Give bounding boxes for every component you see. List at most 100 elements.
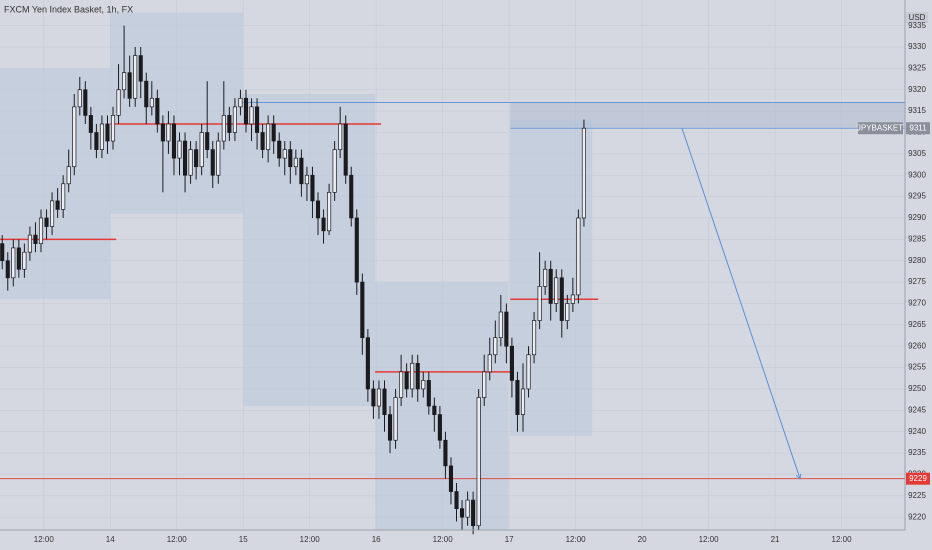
- y-tick-label: 9290: [908, 213, 926, 222]
- candle-body: [255, 106, 260, 133]
- candle-body: [149, 97, 154, 108]
- candle-body: [354, 217, 359, 283]
- candle-body: [38, 217, 44, 244]
- candle-body: [238, 97, 243, 108]
- candle-body: [0, 243, 5, 262]
- candle-body: [304, 174, 309, 185]
- last-price-tag: 9311: [909, 123, 927, 132]
- candle-body: [282, 149, 287, 159]
- candle-body: [520, 388, 526, 415]
- candle-body: [77, 89, 82, 108]
- candle-body: [33, 234, 38, 244]
- x-tick-label: 12:00: [34, 535, 55, 544]
- candle-body: [288, 149, 293, 168]
- candle-body: [432, 405, 437, 415]
- candle-body: [155, 97, 160, 125]
- symbol-tag: JPYBASKET: [857, 123, 903, 132]
- candle-body: [537, 286, 542, 321]
- candle-body: [321, 217, 326, 232]
- candle-body: [393, 397, 398, 441]
- y-tick-label: 9250: [908, 384, 926, 393]
- candle-body: [576, 217, 581, 296]
- y-tick-label: 9260: [908, 341, 926, 350]
- candle-body: [459, 508, 465, 518]
- candle-body: [249, 106, 254, 125]
- x-tick-label: 17: [505, 535, 514, 544]
- candle-body: [548, 268, 553, 304]
- candle-body: [5, 260, 10, 279]
- candle-body: [504, 311, 509, 347]
- profile-box: [110, 12, 244, 214]
- candle-body: [543, 268, 548, 287]
- arrow-line: [681, 128, 801, 479]
- candle-body: [50, 200, 55, 227]
- candle-body: [227, 115, 232, 133]
- candle-body: [22, 251, 27, 270]
- x-tick-label: 12:00: [167, 535, 188, 544]
- y-tick-label: 9320: [908, 85, 926, 94]
- y-tick-label: 9235: [908, 448, 926, 457]
- candle-body: [210, 149, 215, 176]
- y-tick-label: 9275: [908, 277, 926, 286]
- y-tick-label: 9270: [908, 299, 926, 308]
- x-tick-label: 12:00: [566, 535, 587, 544]
- candle-body: [66, 166, 71, 185]
- y-tick-label: 9300: [908, 170, 926, 179]
- candle-body: [426, 380, 431, 407]
- arrow-head: [795, 473, 802, 480]
- candle-body: [194, 149, 199, 168]
- candle-body: [415, 362, 420, 390]
- candle-body: [498, 311, 503, 339]
- y-tick-label: 9330: [908, 42, 926, 51]
- profile-box: [0, 68, 111, 300]
- x-tick-label: 14: [106, 535, 115, 544]
- y-tick-label: 9285: [908, 234, 926, 243]
- candle-body: [554, 277, 559, 304]
- level-tag: 9229: [909, 474, 927, 483]
- currency: USD: [909, 13, 926, 22]
- candle-body: [122, 72, 127, 91]
- candle-body: [160, 123, 165, 142]
- candle-body: [72, 106, 77, 168]
- candle-body: [515, 380, 520, 415]
- x-tick-label: 12:00: [832, 535, 853, 544]
- candle-body: [465, 499, 470, 518]
- candle-body: [44, 217, 49, 227]
- candle-body: [138, 55, 143, 82]
- candle-body: [177, 140, 182, 159]
- candle-body: [532, 320, 537, 356]
- candle-body: [371, 388, 376, 407]
- candle-body: [127, 72, 132, 99]
- candle-body: [509, 345, 514, 381]
- candle-body: [221, 115, 226, 142]
- currency-badge: [906, 12, 928, 23]
- candle-body: [260, 132, 265, 150]
- candle-body: [443, 439, 448, 467]
- y-tick-label: 9280: [908, 256, 926, 265]
- candle-body: [437, 414, 442, 441]
- candle-body: [360, 281, 365, 339]
- candle-body: [105, 123, 110, 142]
- x-tick-label: 21: [771, 535, 780, 544]
- y-tick-label: 9325: [908, 63, 926, 72]
- candle-body: [216, 140, 221, 176]
- x-tick-label: 20: [638, 535, 647, 544]
- y-tick-label: 9255: [908, 363, 926, 372]
- candle-body: [493, 337, 498, 356]
- candle-body: [144, 80, 149, 108]
- candle-body: [332, 149, 337, 193]
- candle-body: [94, 132, 99, 150]
- profile-box: [243, 94, 376, 407]
- candle-body: [188, 149, 193, 176]
- candle-body: [565, 303, 570, 321]
- candle-body: [83, 89, 88, 116]
- x-tick-label: 12:00: [699, 535, 720, 544]
- candle-body: [526, 354, 531, 390]
- candle-body: [16, 247, 21, 270]
- candle-body: [387, 414, 393, 441]
- candle-body: [315, 200, 321, 219]
- candle-body: [410, 362, 415, 390]
- zone: [510, 102, 905, 129]
- candle-body: [471, 499, 476, 527]
- level-tag-bg: [906, 472, 930, 485]
